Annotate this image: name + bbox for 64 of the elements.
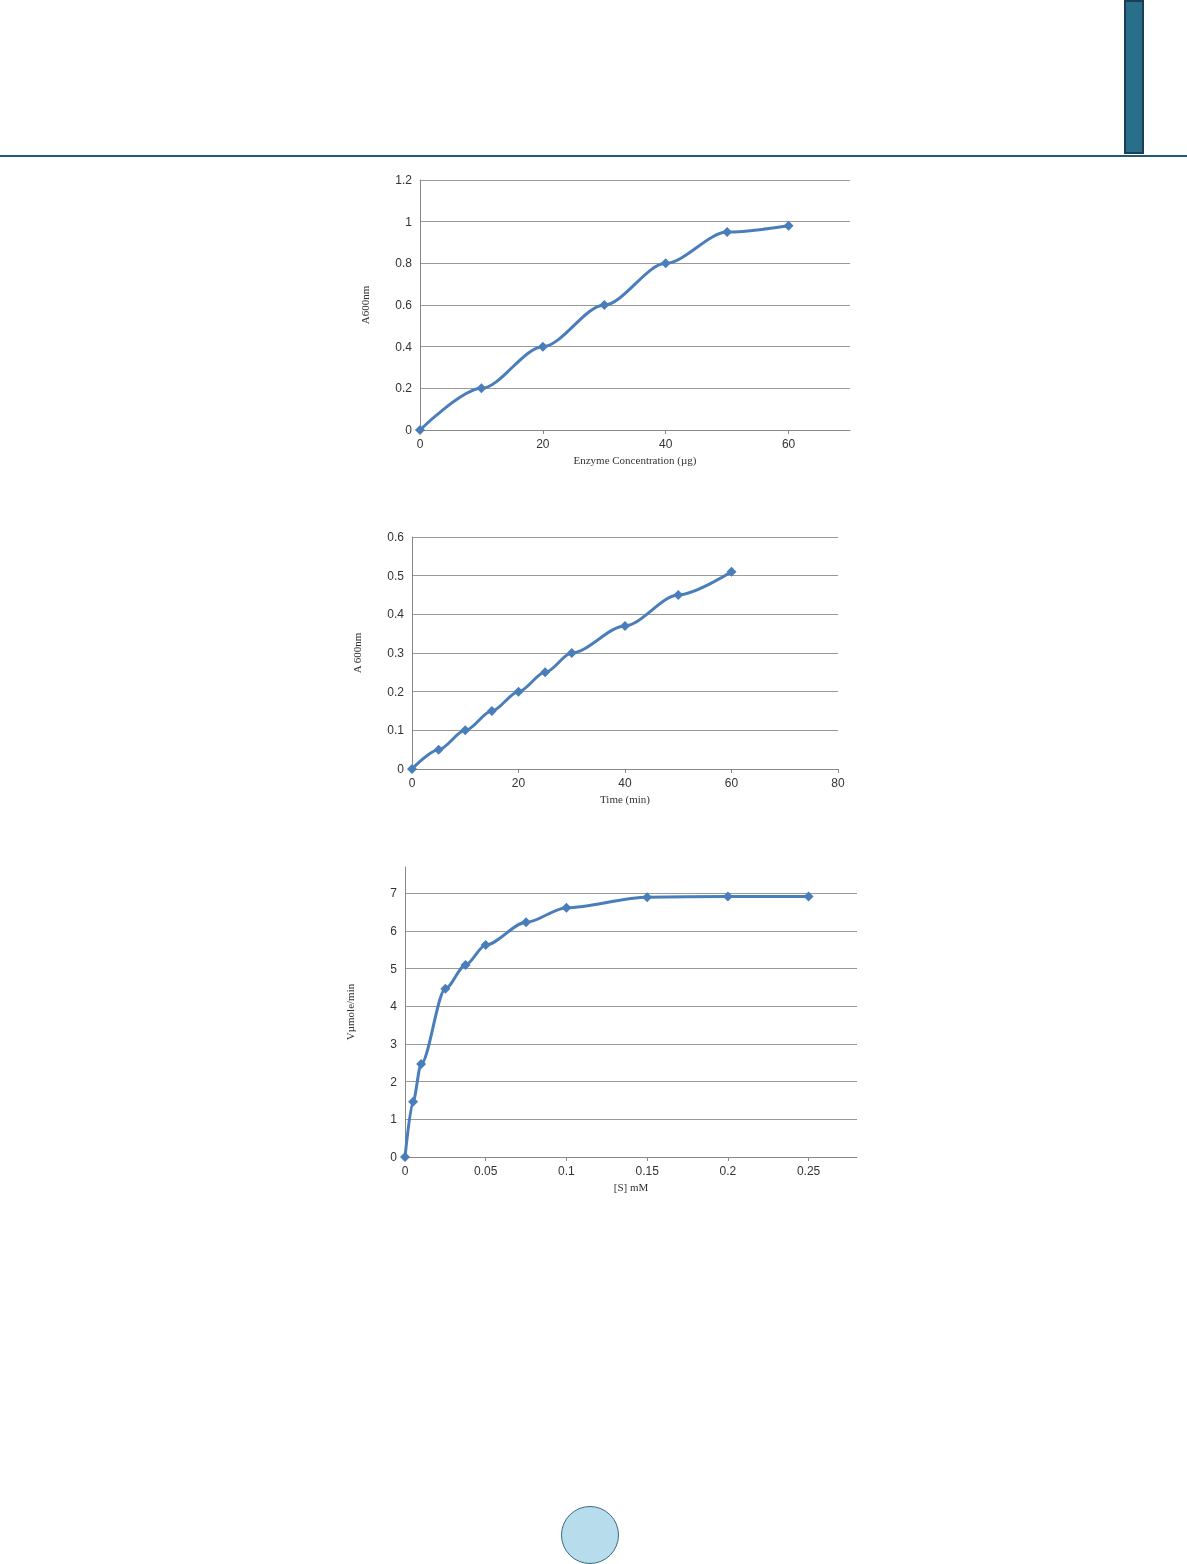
point xyxy=(407,764,417,774)
x-axis-title: [S] mM xyxy=(613,1181,649,1194)
x-axis-title: Time (min) xyxy=(599,793,651,807)
y-tick-label: 0.8 xyxy=(395,256,413,271)
point xyxy=(537,341,548,352)
y-tick-label: 0.1 xyxy=(387,723,405,738)
point xyxy=(400,1152,410,1162)
point xyxy=(476,383,487,394)
point xyxy=(783,220,794,231)
point xyxy=(726,566,737,577)
x-tick-label: 0.1 xyxy=(558,1164,576,1178)
point xyxy=(460,959,471,970)
point xyxy=(416,1058,427,1069)
point xyxy=(599,300,610,310)
y-tick-label: 0.2 xyxy=(395,381,413,396)
y-tick-label: 0 xyxy=(397,762,405,776)
y-tick-label: 1 xyxy=(390,1112,398,1127)
y-tick-label: 2 xyxy=(390,1074,398,1089)
x-tick-label: 40 xyxy=(618,776,632,790)
y-tick-label: 0.6 xyxy=(395,298,413,312)
y-tick-label: 1.2 xyxy=(395,173,413,187)
x-tick-label: 80 xyxy=(831,776,845,790)
y-tick-label: 0.4 xyxy=(395,339,413,354)
x-tick-label: 40 xyxy=(659,437,673,451)
x-tick-label: 60 xyxy=(781,437,796,451)
y-tick-label: 0.4 xyxy=(387,607,405,622)
point xyxy=(460,725,471,736)
point xyxy=(486,706,497,716)
point xyxy=(521,917,532,928)
y-tick-label: 5 xyxy=(390,961,398,976)
point xyxy=(620,620,630,631)
y-tick-label: 3 xyxy=(390,1037,398,1052)
x-tick-label: 60 xyxy=(724,776,739,790)
y-tick-label: 1 xyxy=(405,214,413,229)
y-axis-title: Vµmole/min xyxy=(343,983,356,1041)
y-tick-label: 0 xyxy=(405,423,413,437)
y-axis-title: A 600nm xyxy=(350,632,363,674)
y-tick-label: 0.2 xyxy=(387,684,405,699)
x-tick-label: 0.15 xyxy=(635,1164,660,1178)
point xyxy=(415,425,425,435)
point xyxy=(480,939,491,950)
point xyxy=(513,686,524,697)
x-tick-label: 20 xyxy=(511,776,526,790)
x-axis-title: Enzyme Concentration (µg) xyxy=(573,454,697,468)
y-tick-label: 0.3 xyxy=(387,646,405,660)
y-tick-label: 0 xyxy=(390,1150,398,1164)
point xyxy=(561,902,572,913)
point xyxy=(433,744,444,755)
point xyxy=(540,667,551,678)
point xyxy=(440,983,451,994)
y-tick-label: 0.6 xyxy=(387,530,405,544)
y-tick-label: 7 xyxy=(390,886,398,901)
y-tick-label: 6 xyxy=(390,924,398,939)
x-tick-label: 0.25 xyxy=(796,1164,821,1178)
point xyxy=(408,1096,419,1107)
point xyxy=(566,648,577,658)
x-tick-label: 0.05 xyxy=(474,1164,498,1178)
x-tick-label: 0.2 xyxy=(719,1164,737,1178)
point xyxy=(660,258,671,269)
y-tick-label: 0.5 xyxy=(387,568,405,583)
x-tick-label: 20 xyxy=(536,437,550,451)
x-tick-label: 0 xyxy=(416,437,424,451)
y-tick-label: 4 xyxy=(390,999,398,1014)
y-axis-title: A600nm xyxy=(358,285,371,325)
